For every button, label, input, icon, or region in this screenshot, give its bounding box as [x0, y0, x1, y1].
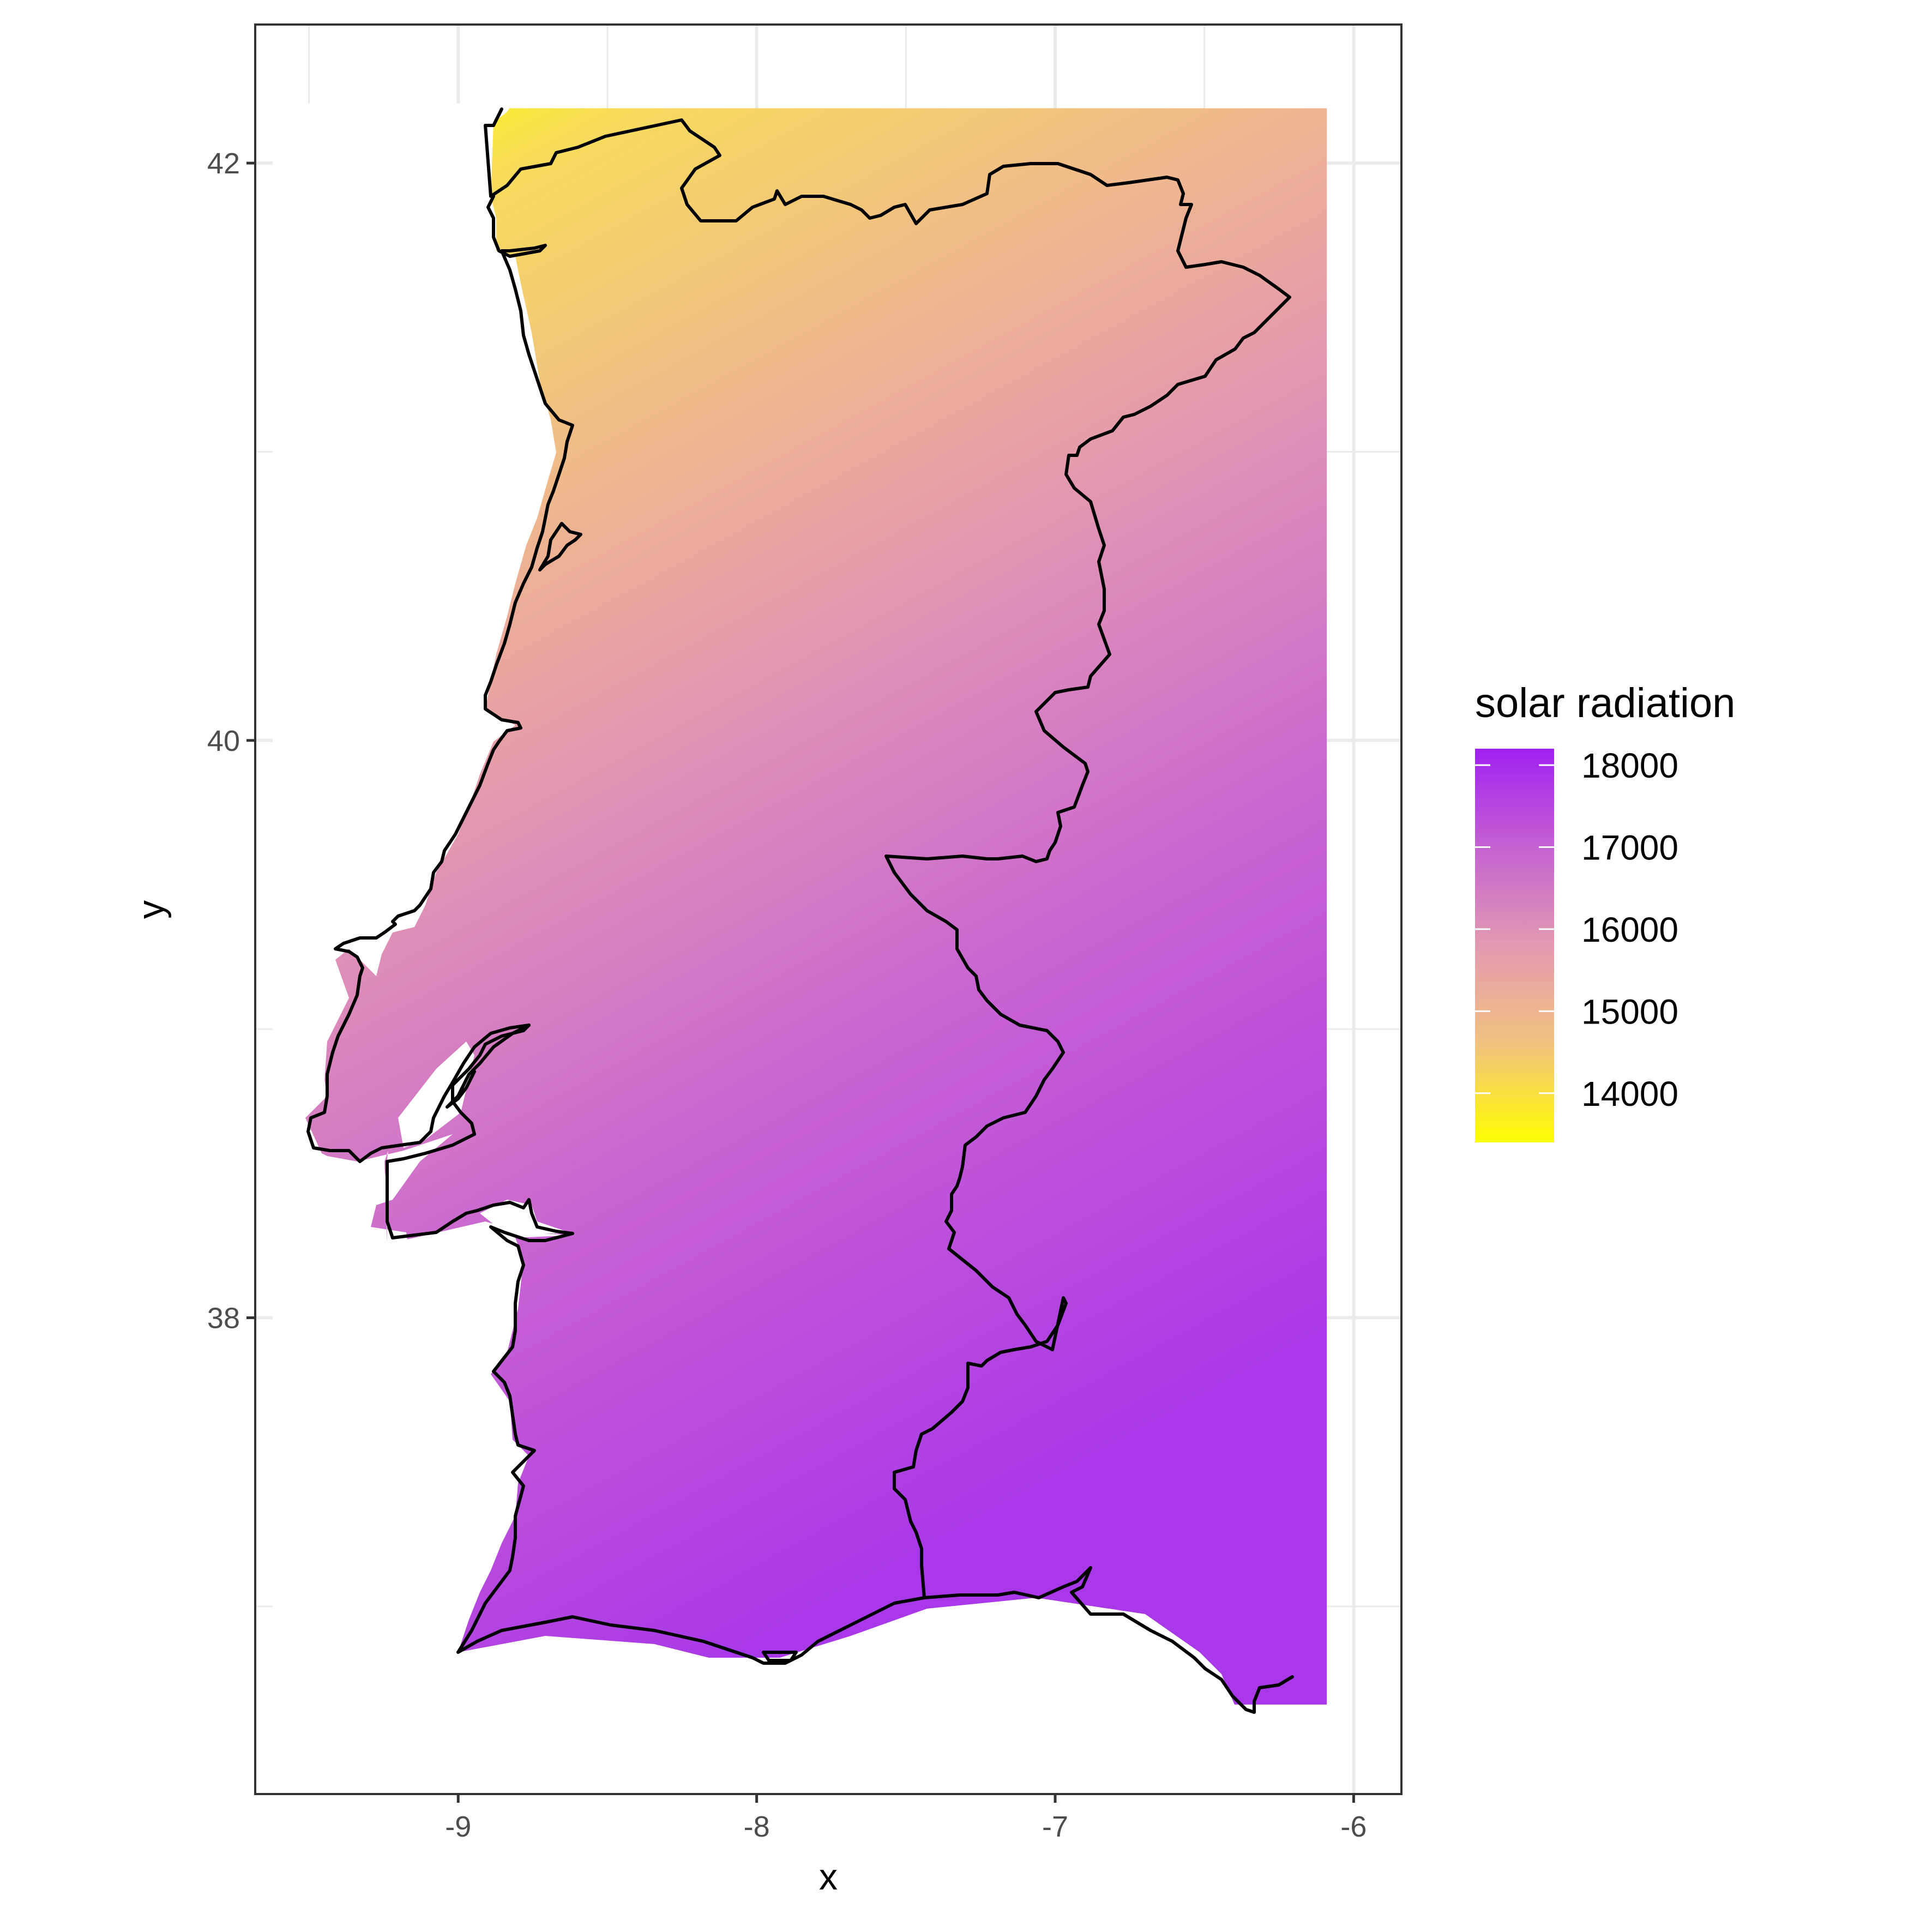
west-coast-outline — [306, 195, 574, 1163]
x-axis: -9 -8 -7 -6 — [445, 1794, 1367, 1843]
legend-ticks: 18000 17000 16000 15000 14000 — [1475, 746, 1678, 1114]
y-tick-label-0: 38 — [207, 1302, 240, 1335]
x-tick-label-3: -6 — [1340, 1810, 1367, 1843]
legend-label-3: 15000 — [1581, 992, 1678, 1031]
y-tick-label-1: 40 — [207, 725, 240, 757]
aveiro-lagoon-outline — [538, 522, 582, 571]
legend-label-0: 18000 — [1581, 746, 1678, 785]
portugal-outline — [306, 107, 1294, 1714]
x-tick-label-0: -9 — [445, 1810, 471, 1843]
legend-title: solar radiation — [1475, 680, 1735, 726]
y-axis-title: y — [130, 900, 172, 919]
legend-colorbar — [1475, 749, 1554, 1142]
legend-label-4: 14000 — [1581, 1074, 1678, 1114]
y-tick-label-2: 42 — [207, 147, 240, 180]
y-axis: 38 40 42 — [207, 147, 255, 1335]
x-axis-title: x — [819, 1856, 838, 1898]
legend-label-2: 16000 — [1581, 910, 1678, 949]
panel-border — [254, 23, 1403, 1795]
south-coast-outline — [386, 1024, 926, 1665]
portugal-border-outline — [484, 107, 1294, 1714]
atlantic-mask — [273, 104, 1325, 1794]
sado-estuary-mask — [480, 1200, 573, 1233]
x-tick-label-1: -8 — [744, 1810, 770, 1843]
legend-label-1: 17000 — [1581, 828, 1678, 868]
ria-formosa-outline — [762, 1651, 798, 1662]
x-tick-label-2: -7 — [1042, 1810, 1068, 1843]
sea-mask — [273, 104, 1325, 1794]
tagus-estuary-mask — [398, 1042, 474, 1148]
legend: solar radiation 18000 17000 16000 15000 1400… — [1475, 680, 1735, 1142]
tagus-estuary-outline — [446, 1024, 531, 1109]
